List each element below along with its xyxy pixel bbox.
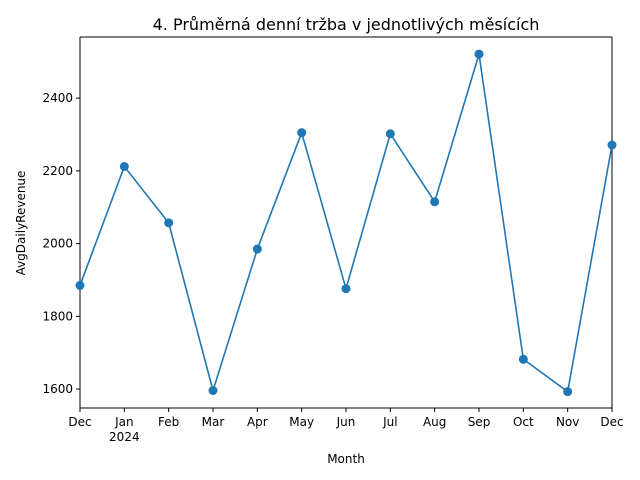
- y-tick-label: 1800: [42, 309, 73, 323]
- x-axis-title: Month: [327, 452, 365, 466]
- y-axis-title: AvgDailyRevenue: [14, 171, 28, 276]
- chart-title: 4. Průměrná denní tržba v jednotlivých m…: [153, 15, 540, 34]
- data-point: [208, 386, 218, 396]
- x-tick-label: Oct: [513, 415, 534, 429]
- data-point: [341, 284, 351, 294]
- data-point: [518, 354, 528, 364]
- x-axis: Dec Jan Feb Mar Apr May Jun Jul Aug Sep Oct Nov Dec: [68, 408, 624, 429]
- data-point: [119, 161, 129, 171]
- x-tick-label: May: [289, 415, 314, 429]
- x-tick-label: Apr: [247, 415, 268, 429]
- data-point: [563, 387, 573, 397]
- x-tick-label: Aug: [423, 415, 446, 429]
- x-tick-label: Jul: [382, 415, 397, 429]
- series-line: [79, 53, 613, 393]
- x-tick-label: Dec: [600, 415, 623, 429]
- x-tick-label: Dec: [68, 415, 91, 429]
- x-tick-label: Feb: [158, 415, 179, 429]
- data-point: [474, 49, 484, 59]
- data-point: [430, 197, 440, 207]
- y-axis: 1600 1800 2000 2200 2400: [42, 91, 80, 396]
- data-point: [297, 128, 307, 138]
- x-year-label: 2024: [109, 430, 140, 444]
- x-tick-label: Jun: [336, 415, 356, 429]
- y-tick-label: 2000: [42, 237, 73, 251]
- data-point: [164, 218, 174, 228]
- x-tick-label: Sep: [468, 415, 491, 429]
- data-point: [385, 129, 395, 139]
- y-tick-label: 2400: [42, 91, 73, 105]
- x-tick-label: Mar: [202, 415, 225, 429]
- data-point: [252, 244, 262, 254]
- x-tick-label: Jan: [114, 415, 134, 429]
- data-point: [607, 140, 617, 150]
- x-tick-label: Nov: [556, 415, 579, 429]
- data-point: [75, 280, 85, 290]
- plot-area: [75, 49, 617, 397]
- y-tick-label: 1600: [42, 382, 73, 396]
- y-tick-label: 2200: [42, 164, 73, 178]
